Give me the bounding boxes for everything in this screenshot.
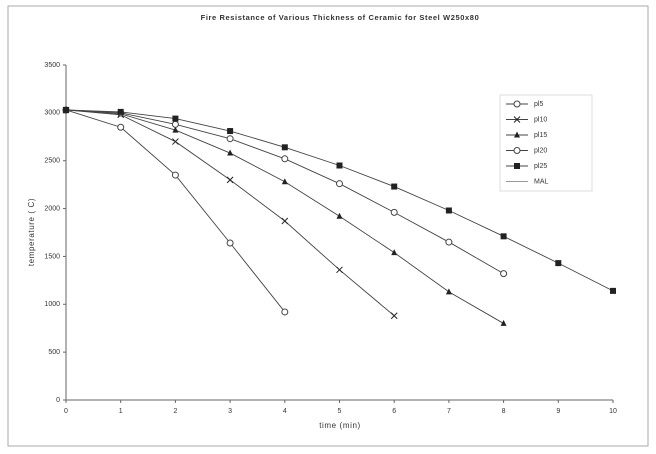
point xyxy=(281,308,289,316)
point xyxy=(226,135,234,143)
point xyxy=(226,176,234,184)
legend-label: pl10 xyxy=(534,116,547,123)
point xyxy=(281,178,288,185)
legend-marker xyxy=(514,131,520,138)
point xyxy=(500,319,507,326)
x-tick-label: 6 xyxy=(392,408,396,415)
legend-marker xyxy=(513,116,521,123)
x-tick-label: 7 xyxy=(447,408,451,415)
legend-label: pl15 xyxy=(534,132,547,139)
point xyxy=(117,123,125,131)
x-tick-label: 0 xyxy=(64,408,68,415)
point xyxy=(336,212,343,219)
y-tick-label: 1500 xyxy=(44,253,60,260)
point xyxy=(227,128,234,135)
x-tick-label: 10 xyxy=(609,408,617,415)
point xyxy=(281,217,289,225)
point xyxy=(172,126,179,133)
legend-marker xyxy=(513,147,521,154)
y-tick-label: 2500 xyxy=(44,158,60,165)
point xyxy=(336,266,343,274)
point xyxy=(227,149,234,156)
point xyxy=(555,260,562,267)
point xyxy=(390,208,398,216)
legend-label: pl5 xyxy=(534,101,543,108)
point xyxy=(336,162,343,169)
legend-label: pl25 xyxy=(534,163,547,170)
point xyxy=(391,249,398,256)
point xyxy=(172,138,179,145)
x-tick-label: 2 xyxy=(173,408,177,415)
x-tick-label: 8 xyxy=(502,408,506,415)
point xyxy=(63,106,69,113)
point xyxy=(171,171,179,179)
x-tick-label: 9 xyxy=(556,408,560,415)
point xyxy=(172,115,179,122)
y-tick-label: 3500 xyxy=(44,62,60,69)
y-tick-label: 0 xyxy=(56,397,60,404)
legend-label: pl20 xyxy=(534,147,547,154)
y-tick-label: 3000 xyxy=(44,110,60,117)
point xyxy=(445,207,452,214)
y-tick-label: 2000 xyxy=(44,205,60,212)
point xyxy=(445,288,452,295)
point xyxy=(390,312,398,320)
point xyxy=(500,270,508,278)
x-tick-label: 3 xyxy=(228,408,232,415)
point xyxy=(226,239,234,247)
legend-label: MAL xyxy=(534,178,549,185)
point xyxy=(500,233,507,240)
x-tick-label: 4 xyxy=(283,408,287,415)
point xyxy=(281,144,288,151)
point xyxy=(391,183,398,190)
legend-box xyxy=(499,94,593,192)
y-axis-label: temperature ( C) xyxy=(27,198,36,266)
x-axis-label: time (min) xyxy=(319,421,361,430)
chart-title: Fire Resistance of Various Thickness of … xyxy=(201,13,480,22)
x-tick-label: 1 xyxy=(119,408,123,415)
point xyxy=(171,120,179,128)
point xyxy=(445,238,453,246)
point xyxy=(281,155,289,163)
point xyxy=(610,287,616,294)
chart-frame xyxy=(7,5,649,447)
legend-marker xyxy=(513,100,521,108)
legend-marker xyxy=(514,163,520,169)
x-tick-label: 5 xyxy=(338,408,342,415)
point xyxy=(117,108,124,115)
y-tick-label: 1000 xyxy=(44,301,60,308)
point xyxy=(336,180,343,188)
y-tick-label: 500 xyxy=(48,349,60,356)
